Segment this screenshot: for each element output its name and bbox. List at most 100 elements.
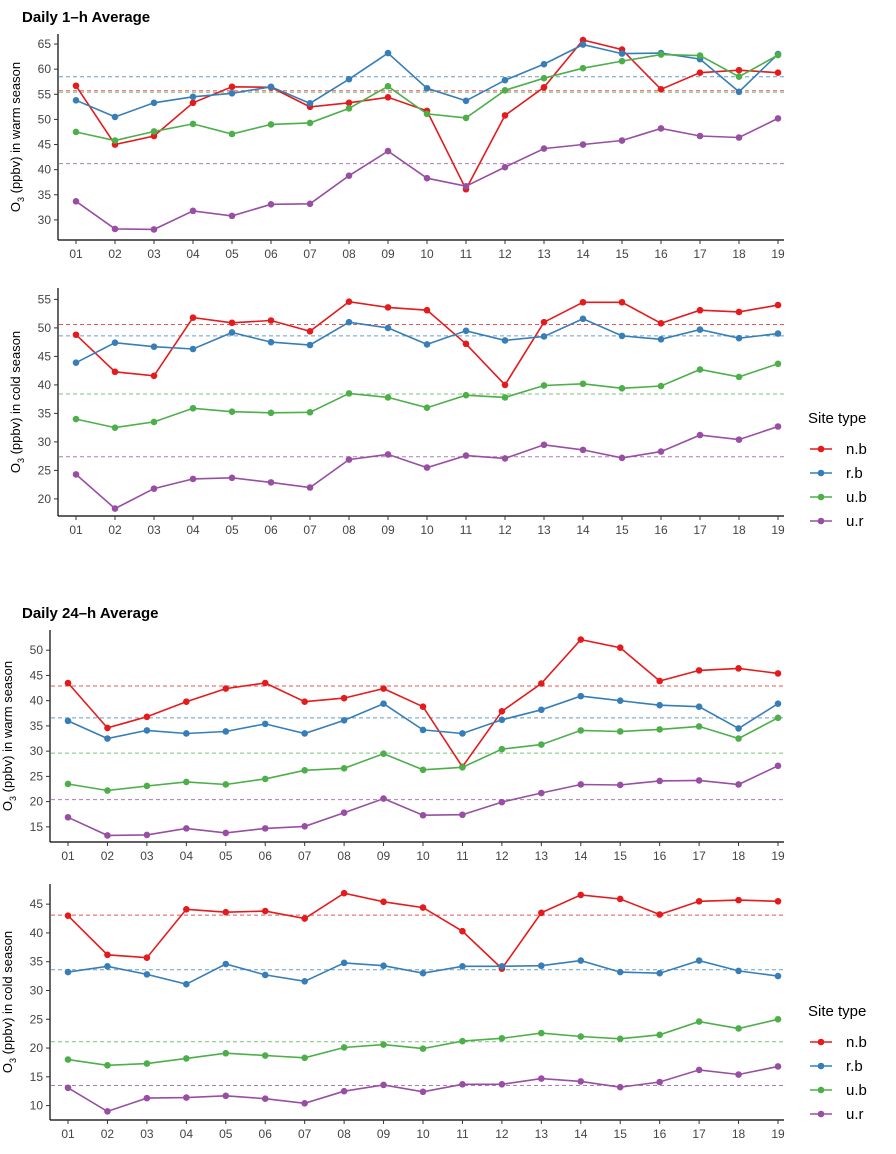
- data-point-ur: [267, 479, 275, 486]
- x-tick-label: 10: [416, 849, 430, 863]
- y-tick-label: 65: [38, 37, 52, 51]
- data-point-ur: [616, 1083, 624, 1091]
- x-tick-label: 19: [771, 523, 785, 537]
- x-tick-label: 17: [692, 849, 706, 863]
- series-line-ub: [75, 363, 779, 429]
- y-tick-label: 35: [30, 955, 44, 969]
- data-point-ub: [143, 782, 151, 790]
- data-point-ub: [72, 128, 80, 136]
- x-tick-label: 13: [535, 1127, 549, 1141]
- y-tick-label: 55: [38, 292, 52, 306]
- data-point-ur: [222, 829, 230, 837]
- y-tick-label: 30: [38, 435, 52, 449]
- data-point-ub: [695, 723, 703, 730]
- data-point-nb: [183, 906, 190, 913]
- data-point-rb: [111, 339, 119, 347]
- data-point-nb: [419, 904, 427, 911]
- y-tick-label: 60: [38, 62, 52, 76]
- data-point-rb: [695, 703, 703, 711]
- data-point-ub: [222, 1049, 230, 1057]
- data-point-ur: [104, 832, 111, 839]
- data-point-ub: [183, 1055, 190, 1062]
- data-point-nb: [222, 908, 230, 916]
- data-point-nb: [143, 954, 151, 961]
- legend-entry-label: n.b: [846, 441, 867, 458]
- data-point-ub: [384, 82, 392, 90]
- y-tick-label: 30: [30, 983, 44, 997]
- data-point-nb: [579, 298, 587, 306]
- x-tick-label: 05: [225, 523, 239, 537]
- data-point-nb: [104, 724, 111, 732]
- data-point-rb: [657, 336, 665, 343]
- x-tick-label: 14: [576, 523, 590, 537]
- x-tick-label: 14: [576, 247, 590, 261]
- data-point-ub: [616, 728, 624, 735]
- data-point-ub: [462, 114, 470, 122]
- data-point-rb: [540, 60, 548, 68]
- series-line-ur: [67, 765, 779, 837]
- data-point-ub: [657, 382, 665, 390]
- data-point-nb: [540, 318, 548, 326]
- data-point-nb: [183, 698, 190, 705]
- data-point-ur: [301, 823, 308, 830]
- series-line-ub: [75, 53, 779, 142]
- data-point-ur: [143, 1094, 151, 1102]
- data-point-ur: [540, 145, 548, 152]
- data-point-ub: [774, 714, 782, 722]
- data-point-ub: [501, 86, 509, 94]
- data-point-ub: [577, 727, 585, 734]
- x-tick-label: 16: [653, 849, 667, 863]
- data-point-ub: [735, 373, 743, 381]
- data-point-ub: [501, 394, 509, 401]
- data-point-ub: [579, 64, 587, 72]
- x-tick-label: 02: [101, 849, 115, 863]
- y-tick-label: 25: [30, 1012, 44, 1026]
- data-point-rb: [189, 93, 197, 101]
- x-tick-label: 18: [732, 247, 746, 261]
- data-point-rb: [774, 330, 782, 337]
- data-point-rb: [501, 76, 509, 84]
- data-point-ur: [462, 182, 470, 190]
- x-tick-label: 13: [537, 247, 551, 261]
- data-point-rb: [143, 971, 151, 978]
- data-point-ur: [656, 777, 663, 785]
- data-point-nb: [228, 319, 236, 327]
- data-point-ur: [72, 198, 80, 205]
- y-tick-label: 40: [38, 378, 52, 392]
- x-tick-label: 05: [219, 849, 233, 863]
- data-point-ub: [774, 360, 782, 368]
- chart-panel-2: 20 25 30 35 40 45 50 55 01 02 03 04 05 06 07 08 09 10 11 12…: [8, 288, 785, 537]
- data-point-ur: [462, 452, 470, 459]
- x-tick-label: 17: [693, 523, 707, 537]
- data-point-ur: [380, 795, 387, 802]
- data-point-nb: [618, 298, 626, 306]
- x-tick-label: 10: [416, 1127, 430, 1141]
- data-point-ub: [111, 137, 119, 144]
- data-point-ur: [618, 137, 626, 144]
- data-point-nb: [384, 304, 392, 311]
- data-point-rb: [183, 730, 190, 737]
- x-tick-label: 19: [771, 247, 785, 261]
- series-line-rb: [75, 317, 779, 364]
- y-tick-label: 40: [30, 694, 44, 708]
- data-point-rb: [111, 113, 119, 121]
- y-tick-label: 15: [30, 1070, 44, 1084]
- data-point-rb: [419, 969, 427, 977]
- x-tick-label: 05: [219, 1127, 233, 1141]
- data-point-nb: [735, 665, 742, 672]
- data-point-nb: [380, 685, 387, 692]
- data-point-ub: [380, 750, 387, 757]
- data-point-rb: [577, 692, 585, 700]
- data-point-nb: [143, 713, 151, 721]
- data-point-rb: [579, 315, 587, 323]
- data-point-rb: [616, 697, 624, 704]
- data-point-ur: [419, 1088, 427, 1096]
- data-point-ur: [189, 207, 197, 215]
- data-point-nb: [301, 915, 308, 922]
- data-point-ur: [538, 1075, 545, 1082]
- data-point-rb: [498, 963, 506, 970]
- x-tick-label: 01: [69, 523, 83, 537]
- x-tick-label: 11: [456, 1127, 469, 1141]
- data-point-ub: [735, 735, 742, 742]
- section-title-1h: Daily 1–h Average: [22, 9, 150, 26]
